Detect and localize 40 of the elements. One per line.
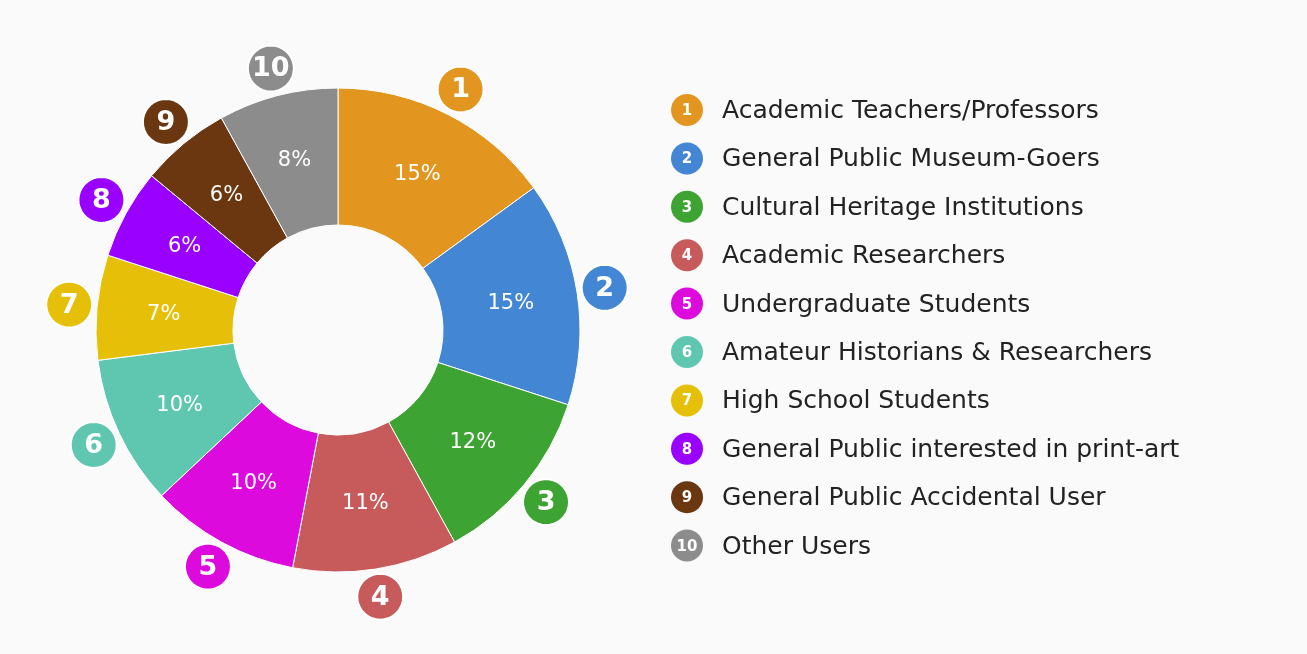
data-label: 10%: [156, 391, 203, 416]
legend-label: General Public Accidental User: [722, 482, 1107, 512]
text: 8: [681, 439, 693, 458]
text: 4: [370, 579, 390, 611]
text: 10: [252, 51, 290, 83]
data-label: 12%: [449, 428, 497, 453]
legend-label: Academic Researchers: [722, 240, 1006, 270]
text: 6: [84, 427, 104, 459]
legend-label: High School Students: [722, 385, 990, 415]
data-label: 6%: [167, 232, 202, 257]
data-label: 10%: [230, 470, 278, 495]
legend-label: Amateur Historians & Researchers: [722, 337, 1153, 366]
text: 5: [198, 549, 218, 581]
text: 2: [595, 270, 615, 302]
text: 10: [676, 536, 698, 555]
data-label: 11%: [342, 489, 389, 514]
text: 7: [59, 287, 79, 319]
legend-label: Undergraduate Students: [722, 288, 1031, 318]
text: 9: [681, 488, 693, 507]
legend-label: General Public Museum-Goers: [722, 143, 1100, 173]
text: 8: [92, 182, 111, 214]
text: 5: [681, 294, 693, 313]
text: 3: [536, 485, 556, 517]
text: 1: [681, 101, 693, 119]
text: 6: [681, 343, 693, 361]
data-label: 8%: [277, 147, 312, 172]
legend-label: Academic Teachers/Professors: [722, 95, 1099, 124]
text: 7: [681, 391, 693, 410]
data-label: 15%: [394, 161, 441, 186]
text: 4: [681, 246, 693, 265]
legend-label: General Public interested in print-art: [722, 433, 1180, 463]
text: 2: [681, 149, 693, 168]
text: 9: [156, 104, 176, 136]
data-label: 7%: [147, 300, 181, 325]
legend-label: Other Users: [722, 530, 871, 560]
text: 1: [451, 72, 470, 104]
data-label: 6%: [209, 182, 244, 207]
legend-label: Cultural Heritage Institutions: [722, 191, 1084, 221]
text: 3: [681, 197, 693, 216]
data-label: 15%: [487, 289, 535, 314]
